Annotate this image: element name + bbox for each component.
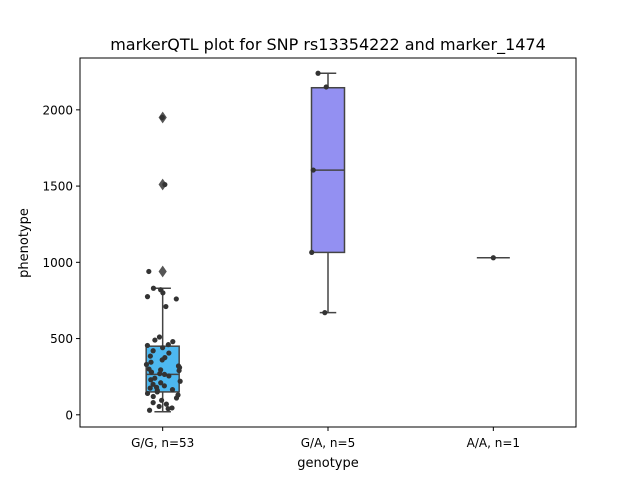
plot-area <box>143 70 510 413</box>
data-point <box>323 84 329 90</box>
data-point <box>150 393 156 400</box>
data-point <box>310 167 316 173</box>
data-point <box>177 378 183 384</box>
data-point <box>144 294 151 300</box>
data-point <box>144 342 151 349</box>
data-point <box>159 397 165 403</box>
data-point <box>161 371 168 377</box>
data-point <box>173 296 179 302</box>
data-point <box>146 407 153 413</box>
data-point <box>166 350 172 356</box>
data-point <box>156 403 162 410</box>
data-point <box>143 361 150 368</box>
data-point <box>148 359 154 365</box>
x-tick-label: G/G, n=53 <box>131 436 194 450</box>
data-point <box>322 310 328 316</box>
strip-points <box>143 114 183 413</box>
y-tick-label: 2000 <box>42 103 73 117</box>
data-point <box>150 348 156 354</box>
x-axis: G/G, n=53 G/A, n=5 A/A, n=1 <box>131 427 520 450</box>
x-tick-label: G/A, n=5 <box>301 436 355 450</box>
data-point <box>160 345 166 351</box>
data-point <box>166 373 172 379</box>
outlier-marker <box>158 265 167 278</box>
data-point <box>158 380 164 386</box>
data-point <box>154 389 160 395</box>
data-point <box>165 406 171 412</box>
box-group <box>145 111 180 413</box>
data-point <box>490 255 496 261</box>
data-point <box>159 357 165 363</box>
data-point <box>163 401 169 407</box>
data-point <box>160 290 166 296</box>
data-point <box>152 375 158 381</box>
strip-points <box>490 255 496 261</box>
data-point <box>150 285 157 291</box>
data-point <box>173 395 180 401</box>
data-point <box>147 385 153 391</box>
data-point <box>169 387 176 393</box>
data-point <box>163 303 169 310</box>
data-point <box>144 390 151 397</box>
data-point <box>157 371 163 377</box>
y-tick-label: 1000 <box>42 256 73 270</box>
data-point <box>146 268 152 275</box>
x-tick-label: A/A, n=1 <box>467 436 520 450</box>
box-group <box>310 72 346 314</box>
data-point <box>176 367 182 374</box>
y-axis: 0 500 1000 1500 2000 <box>42 103 80 422</box>
y-tick-label: 0 <box>65 408 73 422</box>
data-point <box>165 342 171 348</box>
data-point <box>148 369 155 375</box>
data-point <box>147 353 153 359</box>
x-axis-label: genotype <box>297 456 358 471</box>
y-tick-label: 500 <box>50 332 73 346</box>
data-point <box>159 114 165 121</box>
data-point <box>148 377 154 383</box>
data-point <box>150 381 156 387</box>
strip-points <box>309 70 329 316</box>
data-point <box>152 337 158 343</box>
y-tick-label: 1500 <box>42 180 73 194</box>
y-axis-label: phenotype <box>17 208 32 278</box>
chart-title: markerQTL plot for SNP rs13354222 and ma… <box>110 35 546 55</box>
data-point <box>150 400 156 406</box>
data-point <box>170 339 176 345</box>
data-point <box>156 334 163 340</box>
data-point <box>162 181 168 188</box>
data-point <box>161 383 167 389</box>
data-point <box>309 249 315 256</box>
data-point <box>315 70 321 76</box>
